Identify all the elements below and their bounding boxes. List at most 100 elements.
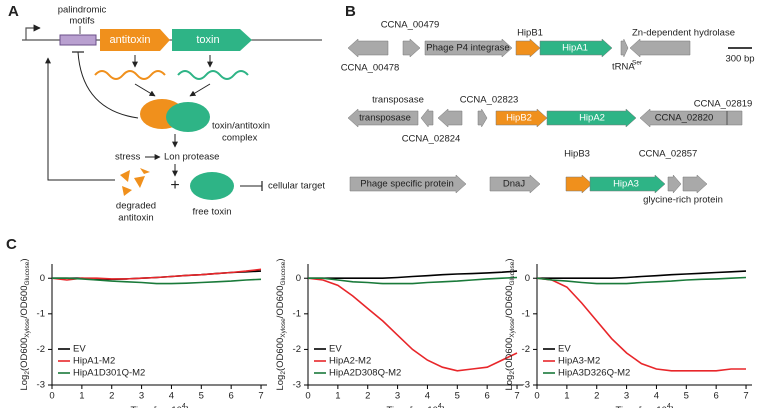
x-tick-label: 7 (743, 391, 748, 402)
label-part: Glucose (509, 261, 516, 285)
label-part: ) (504, 258, 515, 261)
label-part: 4 (667, 403, 671, 408)
legend-label: HipA2D308Q-M2 (329, 368, 401, 379)
fragment (122, 186, 132, 196)
label-part: 2 (24, 371, 31, 375)
free-toxin (190, 172, 234, 200)
label-part: Time [s, x10 (131, 405, 182, 408)
x-axis-label: Time [s, x104] (616, 403, 674, 408)
antitoxin-gene (100, 29, 170, 51)
gene-arrow (495, 108, 548, 128)
label-part: /OD600 (19, 286, 30, 319)
x-tick-label: 2 (594, 391, 599, 402)
gene-arrow (682, 174, 708, 194)
gene-arrow (546, 108, 637, 128)
label: Lon protease (164, 152, 219, 163)
motif (59, 34, 97, 46)
y-tick-label: -1 (293, 308, 301, 319)
x-tick-label: 0 (305, 391, 310, 402)
promoter (25, 24, 41, 40)
label: toxin/antitoxin (212, 121, 270, 132)
gene-arrow (667, 174, 682, 194)
y-tick-label: -2 (522, 344, 530, 355)
y-tick-label: -3 (522, 380, 530, 391)
gene-label: transposase (359, 113, 411, 124)
label-part: ) (19, 258, 30, 261)
gene-label: CCNA_00478 (341, 63, 400, 74)
panel-b: B CCNA_00479 HipB1 Zn-dependent hydrolase P… (341, 3, 755, 206)
gene-arrow (620, 38, 629, 58)
label-part: Glucose (280, 261, 287, 285)
gene-label: 300 bp (725, 54, 754, 65)
y-axis-label: Log2(OD600Xylose/OD600Glucose) (19, 258, 32, 390)
x-tick-label: 1 (335, 391, 340, 402)
gene-label: HipB1 (517, 28, 543, 39)
panel-label: A (8, 3, 19, 20)
label-part: Glucose (24, 261, 31, 285)
panel-label: B (345, 3, 356, 20)
y-tick-label: -3 (37, 380, 45, 391)
gene-label: Zn-dependent hydrolase (632, 28, 735, 39)
x-tick-label: 3 (139, 391, 144, 402)
label: cellular target (268, 181, 325, 192)
label-part: 2 (280, 371, 287, 375)
gene-arrow (437, 108, 463, 128)
toxin-gene (172, 29, 252, 51)
label-part: (OD600 (275, 338, 286, 371)
label-part: ] (186, 405, 189, 408)
data-line (51, 268, 262, 281)
x-tick-label: 3 (624, 391, 629, 402)
y-tick-label: 0 (40, 273, 45, 284)
label: antitoxin (118, 213, 153, 224)
label-part: Xylose (280, 318, 287, 338)
y-tick-label: -3 (293, 380, 301, 391)
legend-label: HipA3-M2 (558, 356, 600, 367)
x-tick-label: 7 (258, 391, 263, 402)
gene-arrow (349, 174, 467, 194)
gene-label: CCNA_02820 (655, 113, 714, 124)
data-line (308, 276, 518, 285)
fragment (140, 168, 150, 174)
label: toxin (196, 34, 219, 46)
label: antitoxin (110, 34, 151, 46)
mrna (177, 70, 249, 80)
data-line (536, 277, 746, 372)
x-axis-label: Time [s, x104] (387, 403, 445, 408)
gene-arrow (515, 38, 541, 58)
label: palindromic (58, 5, 107, 16)
gene-label: CCNA_02819 (694, 99, 753, 110)
y-axis-label: Log2(OD600Xylose/OD600Glucose) (275, 258, 288, 390)
gene-label: glycine-rich protein (643, 195, 723, 206)
legend-label: EV (558, 344, 571, 355)
gene-arrow (347, 38, 389, 58)
data-line (536, 276, 747, 285)
gene-label: Phage P4 integrase (426, 43, 509, 54)
label-part: Xylose (24, 318, 31, 338)
x-axis-label: Time [s, x104] (131, 403, 189, 408)
legend-label: HipA2-M2 (329, 356, 371, 367)
x-tick-label: 6 (714, 391, 719, 402)
label-part: /OD600 (504, 286, 515, 319)
feedback (45, 57, 115, 181)
legend-label: HipA3D326Q-M2 (558, 368, 630, 379)
x-tick-label: 5 (684, 391, 689, 402)
y-tick-label: -1 (522, 308, 530, 319)
gene-label: HipA1 (562, 43, 588, 54)
legend-label: HipA1-M2 (73, 356, 115, 367)
x-tick-label: 1 (79, 391, 84, 402)
x-tick-label: 4 (654, 391, 659, 402)
gene-arrow (477, 108, 488, 128)
label-part: Log (19, 375, 30, 391)
x-tick-label: 6 (485, 391, 490, 402)
gene-arrow (629, 38, 691, 58)
label: free toxin (192, 207, 231, 218)
x-tick-label: 3 (395, 391, 400, 402)
gene-label: Phage specific protein (360, 179, 453, 190)
legend-label: EV (73, 344, 86, 355)
label-part: ) (275, 258, 286, 261)
label-part: ] (442, 405, 445, 408)
gene-arrow (589, 174, 666, 194)
x-tick-label: 0 (534, 391, 539, 402)
gene-arrow (347, 108, 419, 128)
arrow (189, 83, 211, 97)
